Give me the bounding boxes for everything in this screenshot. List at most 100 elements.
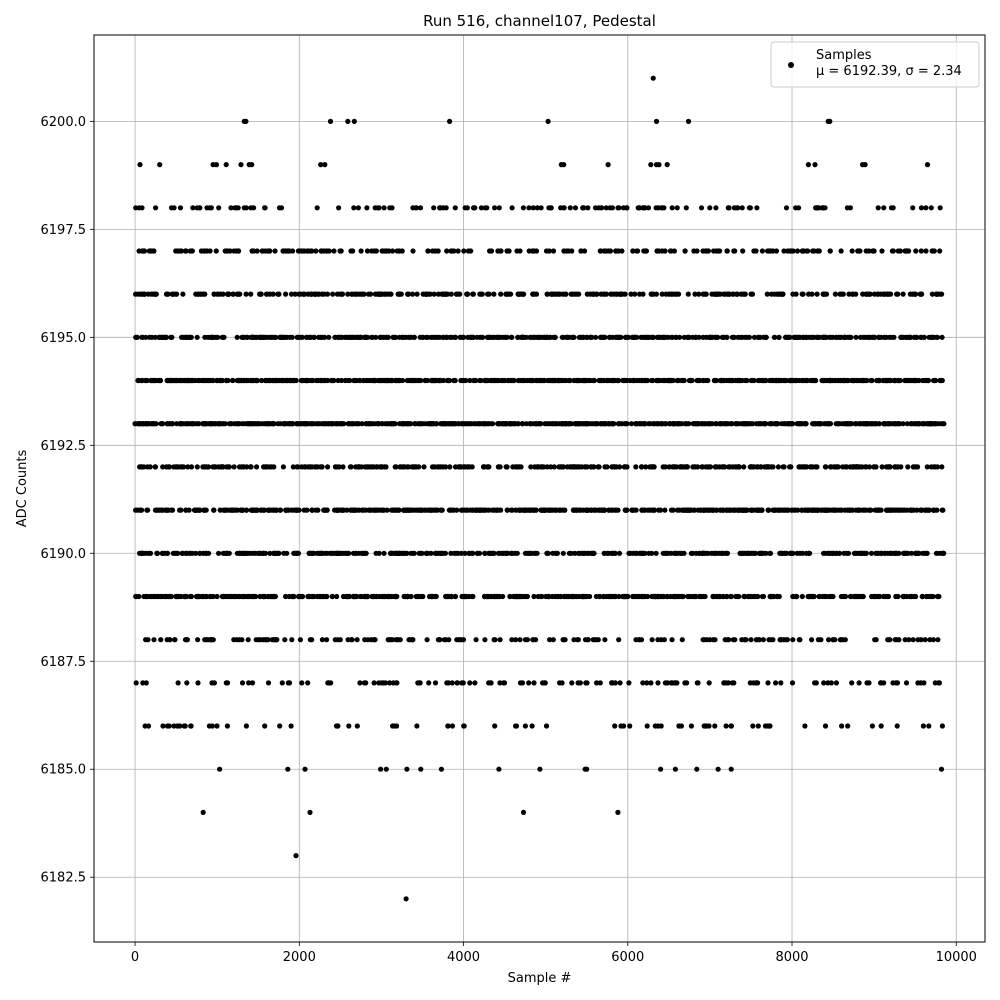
data-point xyxy=(285,766,291,772)
data-point xyxy=(148,248,154,254)
data-point xyxy=(796,637,803,643)
data-point xyxy=(691,248,697,254)
data-point xyxy=(787,464,793,470)
data-point xyxy=(445,680,451,686)
data-point xyxy=(895,507,901,513)
data-point xyxy=(619,291,626,297)
data-point xyxy=(596,464,602,470)
data-point xyxy=(881,205,887,211)
data-point xyxy=(294,464,300,470)
data-point xyxy=(890,680,896,686)
data-point xyxy=(550,637,556,643)
data-point xyxy=(508,291,514,297)
data-point xyxy=(894,723,900,729)
data-point xyxy=(432,377,438,384)
data-point xyxy=(533,248,540,254)
data-point xyxy=(263,377,269,384)
data-point xyxy=(931,334,937,340)
data-point xyxy=(862,550,869,556)
data-point xyxy=(452,334,459,340)
data-point xyxy=(654,421,660,427)
data-point xyxy=(204,593,210,600)
data-point xyxy=(733,464,740,470)
data-point xyxy=(440,205,446,211)
data-point xyxy=(754,205,760,211)
data-point xyxy=(372,637,378,643)
data-point xyxy=(669,680,675,686)
data-point xyxy=(211,507,217,513)
data-point xyxy=(826,637,832,643)
data-point xyxy=(145,637,151,643)
data-point xyxy=(864,291,871,297)
data-point xyxy=(201,377,207,384)
data-point xyxy=(150,421,156,427)
data-point xyxy=(332,334,338,340)
data-point xyxy=(469,464,475,470)
data-point xyxy=(251,334,257,340)
data-point xyxy=(693,593,699,600)
data-point xyxy=(396,334,403,340)
data-point xyxy=(523,334,529,340)
data-point xyxy=(896,637,902,643)
data-point xyxy=(458,507,464,513)
data-point xyxy=(287,377,293,384)
data-point xyxy=(627,723,633,729)
data-point xyxy=(262,205,268,211)
data-point xyxy=(526,205,532,211)
data-point xyxy=(623,334,629,340)
data-point xyxy=(142,550,148,556)
data-point xyxy=(715,766,721,772)
data-point xyxy=(917,507,924,513)
data-point xyxy=(243,205,249,211)
data-point xyxy=(322,334,328,340)
data-point xyxy=(533,334,539,340)
data-point xyxy=(215,334,221,340)
data-point xyxy=(345,118,351,124)
data-point xyxy=(806,550,812,556)
data-point xyxy=(750,421,756,427)
data-point xyxy=(869,377,875,384)
data-point xyxy=(751,334,758,340)
data-point xyxy=(572,550,578,556)
data-point xyxy=(473,637,479,643)
data-point xyxy=(889,421,896,427)
data-point xyxy=(256,550,262,556)
data-point xyxy=(296,291,302,297)
data-point xyxy=(552,334,558,340)
data-point xyxy=(304,507,310,513)
data-point xyxy=(545,118,551,124)
data-point xyxy=(838,593,845,600)
data-point xyxy=(486,291,492,297)
data-point xyxy=(469,593,475,600)
data-point xyxy=(766,507,772,513)
data-point xyxy=(688,723,695,729)
data-point xyxy=(460,680,466,686)
data-point xyxy=(461,723,467,729)
data-point xyxy=(296,507,302,513)
data-point xyxy=(700,377,706,384)
data-point xyxy=(503,464,509,470)
data-point xyxy=(777,637,783,643)
data-point xyxy=(910,205,916,211)
data-point xyxy=(809,291,815,297)
data-point xyxy=(156,334,162,340)
data-point xyxy=(749,507,755,513)
data-point xyxy=(878,723,884,729)
data-point xyxy=(471,205,477,211)
data-point xyxy=(886,291,892,297)
data-point xyxy=(741,507,747,513)
data-point xyxy=(431,291,437,297)
data-point xyxy=(579,593,585,600)
data-point xyxy=(852,593,858,600)
data-point xyxy=(254,377,260,384)
data-point xyxy=(940,421,947,427)
data-point xyxy=(547,421,553,427)
data-point xyxy=(347,421,353,427)
data-point xyxy=(280,377,286,384)
data-point xyxy=(883,334,890,340)
data-point xyxy=(346,723,352,729)
data-point xyxy=(918,680,924,686)
x-tick-label: 2000 xyxy=(283,950,316,965)
